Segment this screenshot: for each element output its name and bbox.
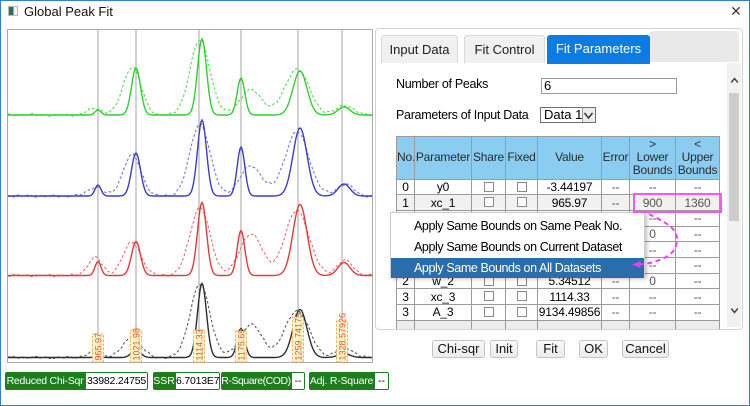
svg-text:1259.74173: 1259.74173 [294,313,304,361]
svg-text:1114.33: 1114.33 [195,329,205,360]
svg-text:965.97: 965.97 [94,333,104,361]
svg-text:1175.69: 1175.69 [237,329,247,361]
svg-text:1328.57926: 1328.57926 [338,313,348,361]
svg-text:1021.98: 1021.98 [132,328,142,361]
